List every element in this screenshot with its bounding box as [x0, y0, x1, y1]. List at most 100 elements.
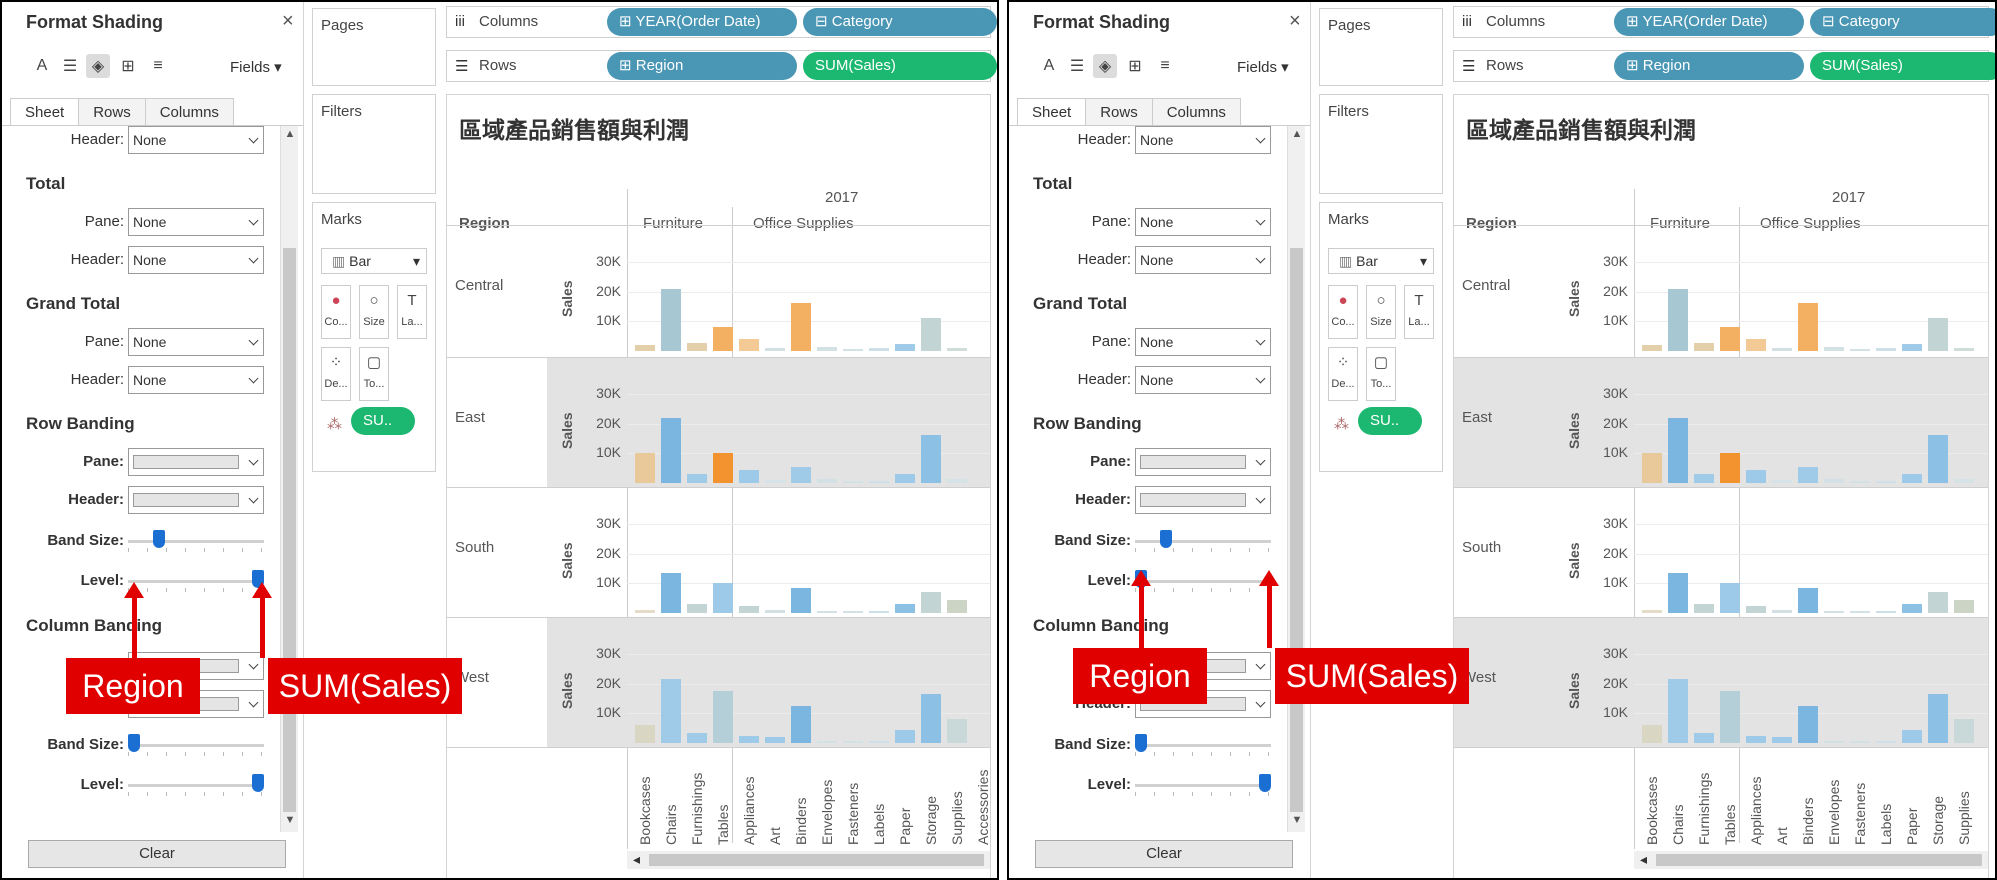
- bar-south-paper[interactable]: [1902, 604, 1922, 613]
- close-icon[interactable]: ×: [282, 10, 294, 32]
- tab-rows[interactable]: Rows: [1085, 98, 1153, 126]
- row-banding-header-dropdown[interactable]: [1135, 486, 1271, 514]
- year-order-date-pill[interactable]: ⊞ YEAR(Order Date): [607, 8, 797, 36]
- bar-west-appliances[interactable]: [739, 735, 759, 743]
- bar-east-furnishings[interactable]: [687, 474, 707, 483]
- scroll-down-icon[interactable]: ▼: [284, 814, 296, 826]
- color-button[interactable]: ● Co...: [1328, 285, 1358, 339]
- column-band-size-slider[interactable]: [1135, 734, 1271, 756]
- bar-south-storage[interactable]: [921, 592, 941, 613]
- size-button[interactable]: ○ Size: [1366, 285, 1396, 339]
- grand-total-header-dropdown[interactable]: None: [1135, 366, 1271, 394]
- grand-total-pane-dropdown[interactable]: None: [128, 328, 264, 356]
- bar-east-envelopes[interactable]: [817, 478, 837, 483]
- region-label-east[interactable]: East: [1462, 409, 1493, 426]
- detail-button[interactable]: ⁘ De...: [321, 347, 351, 401]
- fields-dropdown[interactable]: Fields ▾: [230, 59, 282, 76]
- grand-total-pane-dropdown[interactable]: None: [1135, 328, 1271, 356]
- tab-columns[interactable]: Columns: [144, 98, 234, 126]
- bar-west-chairs[interactable]: [661, 679, 681, 743]
- bar-central-appliances[interactable]: [739, 339, 759, 351]
- bar-west-paper[interactable]: [1902, 729, 1922, 743]
- horizontal-scrollbar[interactable]: ◂: [627, 851, 990, 869]
- bar-central-paper[interactable]: [1902, 343, 1922, 351]
- scroll-left-icon[interactable]: ◂: [633, 851, 641, 867]
- bar-south-furnishings[interactable]: [687, 604, 707, 613]
- region-label-west[interactable]: West: [455, 669, 489, 686]
- total-header-dropdown[interactable]: None: [1135, 246, 1271, 274]
- bar-south-labels[interactable]: [1876, 610, 1896, 613]
- column-band-size-slider[interactable]: [128, 734, 264, 756]
- bar-central-binders[interactable]: [1798, 303, 1818, 351]
- bar-south-art[interactable]: [765, 610, 785, 613]
- bar-central-storage[interactable]: [921, 318, 941, 351]
- font-icon[interactable]: A: [1043, 57, 1055, 74]
- bar-west-paper[interactable]: [895, 729, 915, 743]
- region-label-south[interactable]: South: [455, 539, 495, 556]
- bar-central-art[interactable]: [765, 348, 785, 351]
- bar-south-supplies[interactable]: [1954, 599, 1974, 613]
- mark-type-select[interactable]: ▥ Bar ▾: [321, 248, 427, 274]
- bar-central-bookcases[interactable]: [1642, 345, 1662, 351]
- bar-central-binders[interactable]: [791, 303, 811, 351]
- bar-west-binders[interactable]: [791, 705, 811, 743]
- total-pane-dropdown[interactable]: None: [128, 208, 264, 236]
- bar-central-chairs[interactable]: [1668, 288, 1688, 351]
- scroll-down-icon[interactable]: ▼: [1291, 814, 1303, 826]
- region-pill[interactable]: ⊞ Region: [1614, 52, 1804, 80]
- category-pill[interactable]: ⊟ Category: [803, 8, 997, 36]
- bar-central-art[interactable]: [1772, 348, 1792, 351]
- row-level-slider[interactable]: [128, 570, 264, 592]
- category-pill[interactable]: ⊟ Category: [1810, 8, 1995, 36]
- bar-central-fasteners[interactable]: [1850, 349, 1870, 351]
- bar-east-tables[interactable]: [1720, 453, 1740, 483]
- bar-east-paper[interactable]: [895, 474, 915, 483]
- bar-east-envelopes[interactable]: [1824, 478, 1844, 483]
- column-level-slider[interactable]: [128, 774, 264, 796]
- bar-central-appliances[interactable]: [1746, 339, 1766, 351]
- bar-central-tables[interactable]: [713, 327, 733, 351]
- bar-east-art[interactable]: [1772, 480, 1792, 483]
- bar-west-labels[interactable]: [869, 740, 889, 743]
- bar-south-bookcases[interactable]: [1642, 610, 1662, 613]
- column-band-size-handle[interactable]: [128, 734, 140, 752]
- detail-button[interactable]: ⁘ De...: [1328, 347, 1358, 401]
- bar-south-furnishings[interactable]: [1694, 604, 1714, 613]
- bar-east-binders[interactable]: [1798, 466, 1818, 483]
- shading-icon[interactable]: ◈: [86, 54, 110, 78]
- borders-icon[interactable]: ⊞: [121, 58, 135, 75]
- row-banding-header-dropdown[interactable]: [128, 486, 264, 514]
- bar-east-art[interactable]: [765, 480, 785, 483]
- bar-west-storage[interactable]: [1928, 693, 1948, 743]
- bar-west-furnishings[interactable]: [1694, 732, 1714, 743]
- tab-sheet[interactable]: Sheet: [10, 98, 80, 126]
- bar-east-storage[interactable]: [1928, 435, 1948, 483]
- row-banding-pane-dropdown[interactable]: [128, 448, 264, 476]
- total-pane-dropdown[interactable]: None: [1135, 208, 1271, 236]
- bar-central-furnishings[interactable]: [687, 342, 707, 351]
- tab-sheet[interactable]: Sheet: [1017, 98, 1087, 126]
- bar-east-appliances[interactable]: [739, 469, 759, 483]
- bar-south-envelopes[interactable]: [817, 610, 837, 613]
- bar-central-fasteners[interactable]: [843, 349, 863, 351]
- region-label-west[interactable]: West: [1462, 669, 1496, 686]
- bar-west-envelopes[interactable]: [817, 740, 837, 743]
- bar-central-supplies[interactable]: [947, 348, 967, 351]
- pages-card[interactable]: Pages: [312, 8, 436, 86]
- scroll-up-icon[interactable]: ▲: [284, 128, 296, 140]
- region-label-central[interactable]: Central: [1462, 277, 1511, 294]
- clear-button[interactable]: Clear: [28, 840, 286, 868]
- bar-south-tables[interactable]: [713, 583, 733, 613]
- tooltip-button[interactable]: ▢ To...: [1366, 347, 1396, 401]
- bar-west-fasteners[interactable]: [1850, 741, 1870, 743]
- total-header-dropdown[interactable]: None: [128, 246, 264, 274]
- bar-central-envelopes[interactable]: [1824, 346, 1844, 351]
- fields-dropdown[interactable]: Fields ▾: [1237, 59, 1289, 76]
- bar-central-bookcases[interactable]: [635, 345, 655, 351]
- bar-west-art[interactable]: [1772, 737, 1792, 743]
- tooltip-button[interactable]: ▢ To...: [359, 347, 389, 401]
- bar-central-paper[interactable]: [895, 343, 915, 351]
- bar-south-labels[interactable]: [869, 610, 889, 613]
- bar-east-tables[interactable]: [713, 453, 733, 483]
- bar-west-tables[interactable]: [1720, 691, 1740, 743]
